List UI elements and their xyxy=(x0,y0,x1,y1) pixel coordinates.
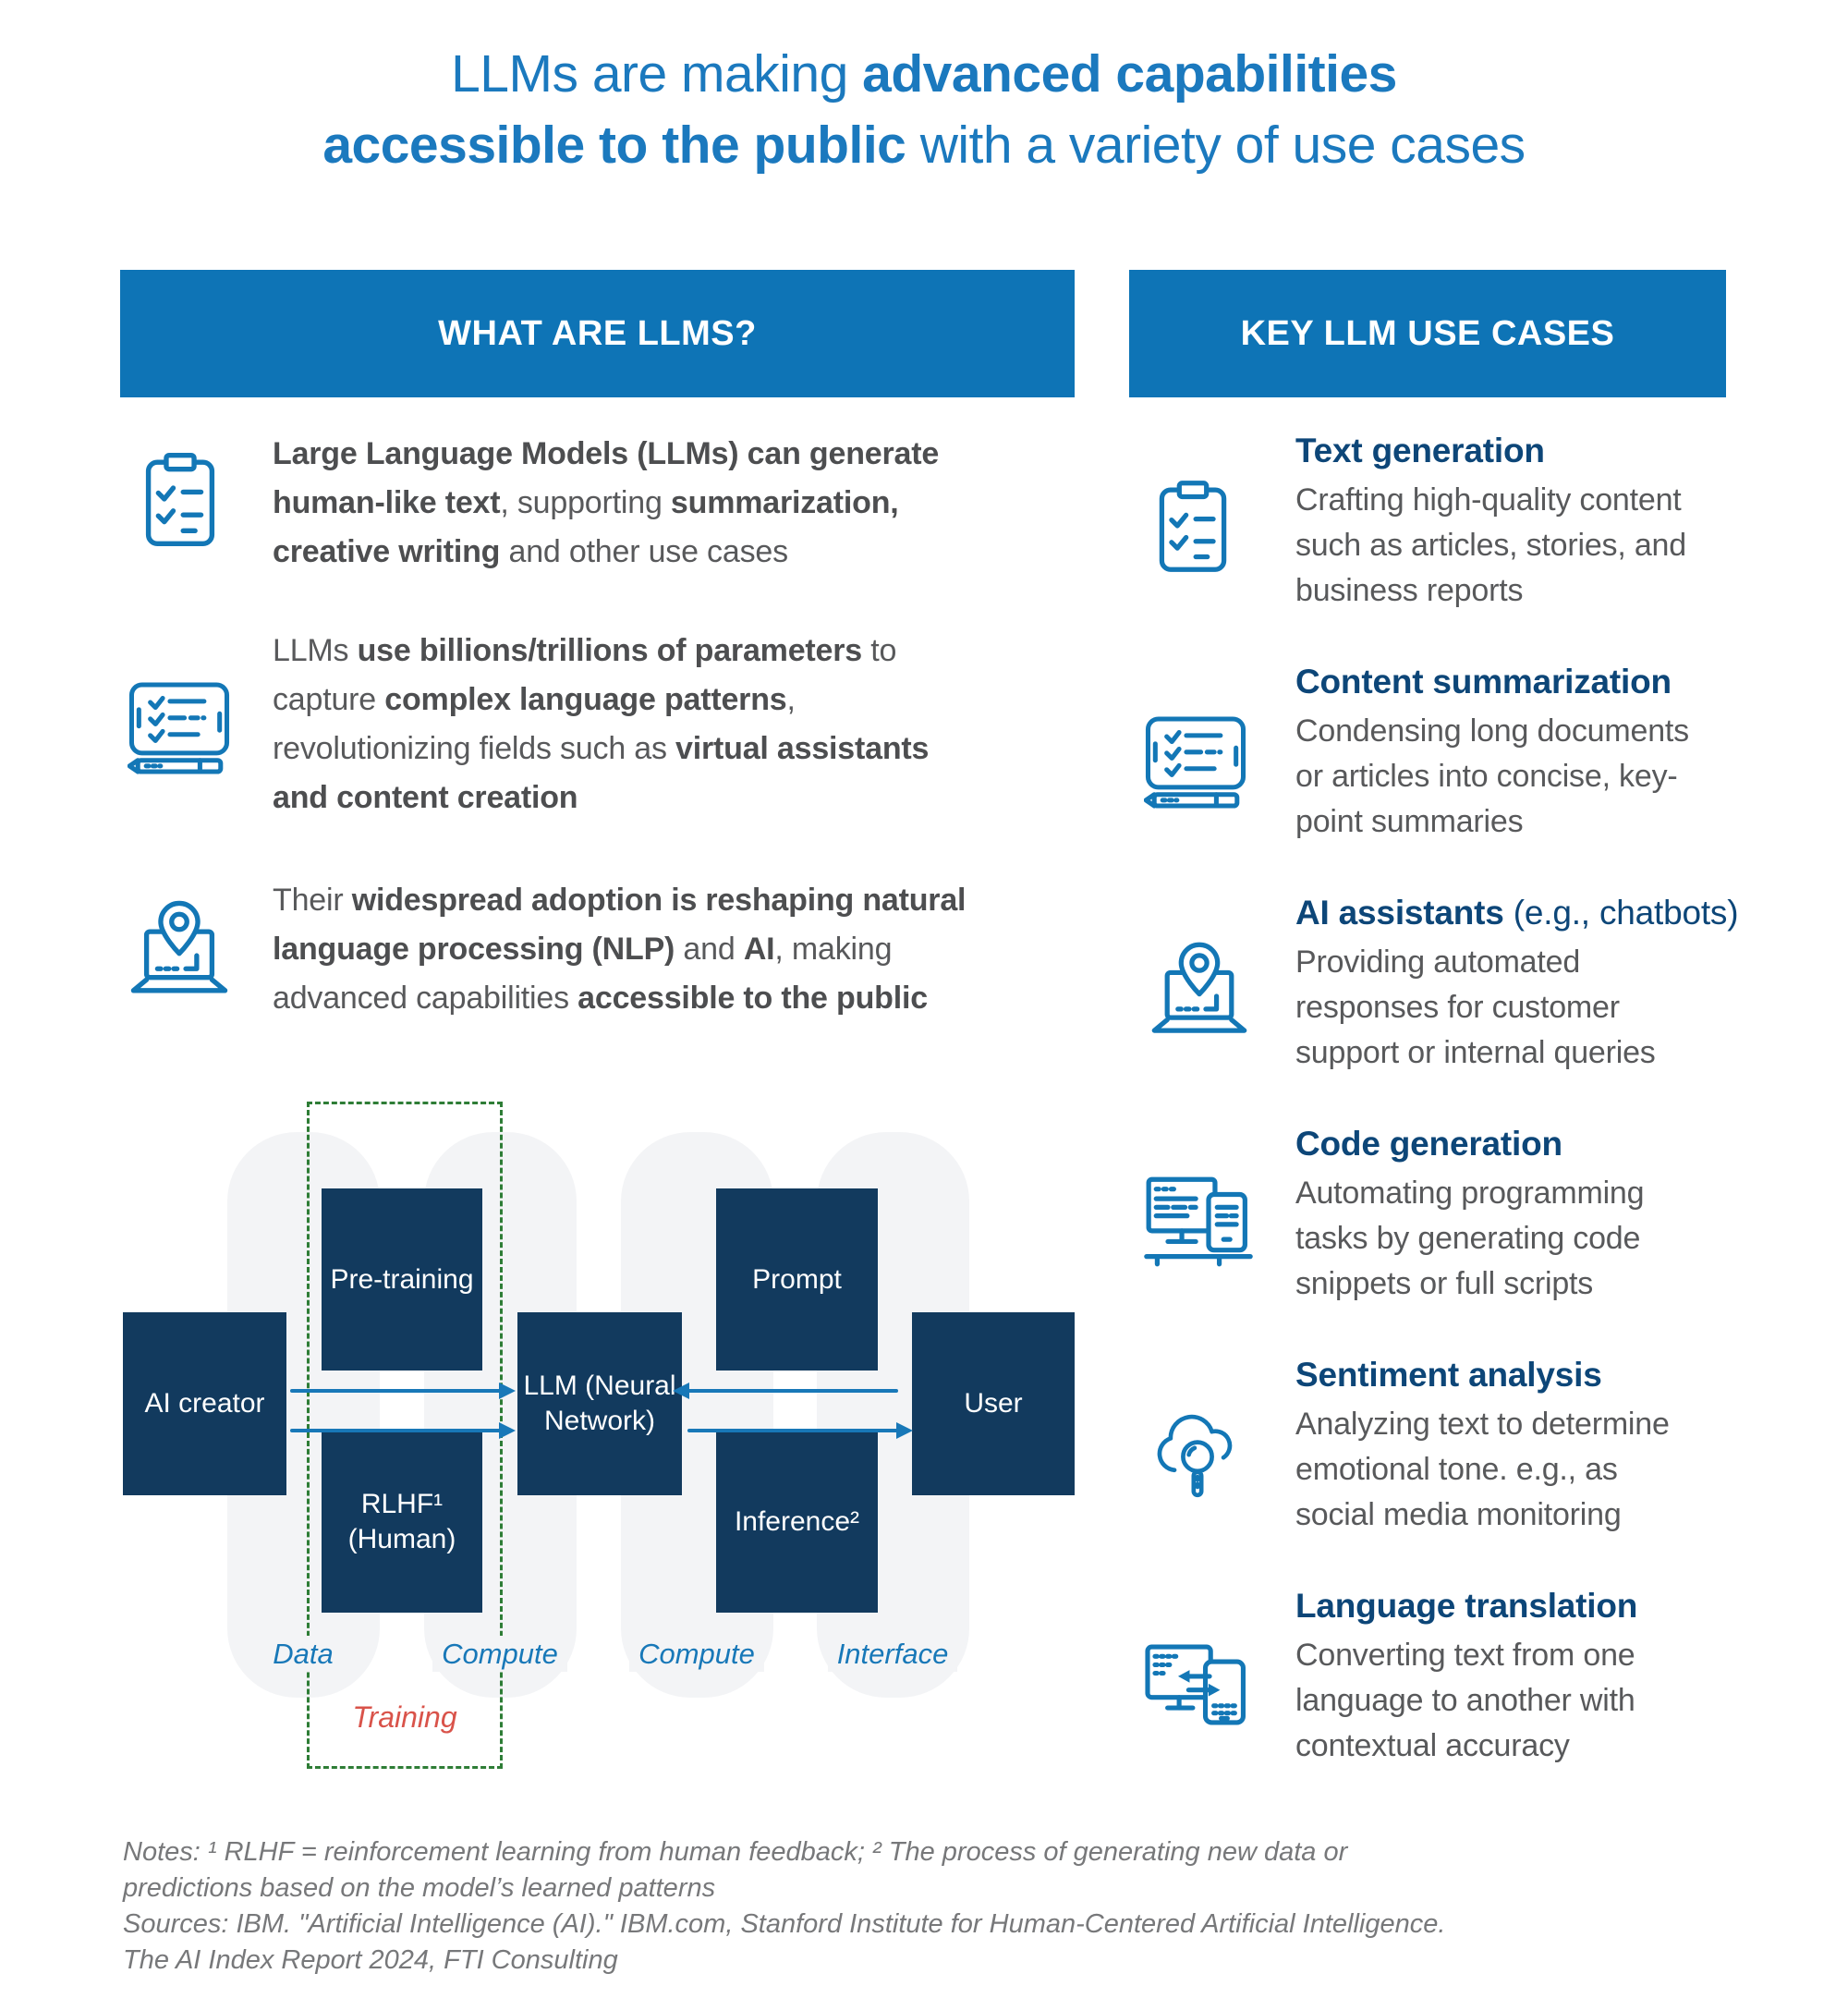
page-title: LLMs are making advanced capabilities ac… xyxy=(0,39,1848,181)
diagram-box-rlhf: RLHF¹ (Human) xyxy=(322,1431,482,1613)
arrow-ai-creator-to-llm-bottom xyxy=(290,1422,516,1439)
bullet-llm-definition: Large Language Models (LLMs) can generat… xyxy=(120,430,979,577)
lane-label-data: Data xyxy=(201,1636,405,1672)
use-case-description: Converting text from one language to ano… xyxy=(1295,1638,1635,1763)
use-case-title: Language translation xyxy=(1295,1587,1638,1625)
what-are-llms-header: WHAT ARE LLMS? xyxy=(120,270,1075,397)
use-case-title: Code generation xyxy=(1295,1125,1562,1163)
diagram-box-rlhf-label: RLHF¹ (Human) xyxy=(347,1488,456,1554)
bullet-llm-parameters-text: LLMs use billions/trillions of parameter… xyxy=(273,633,930,815)
use-case-description: Providing automated responses for custom… xyxy=(1295,944,1656,1070)
use-case-content-summarization: Content summarization Condensing long do… xyxy=(1129,661,1757,845)
use-case-title: Sentiment analysis xyxy=(1295,1356,1602,1394)
diagram-box-ai-creator-label: AI creator xyxy=(144,1388,265,1419)
use-case-title: Text generation xyxy=(1295,432,1545,469)
diagram-box-user-label: User xyxy=(964,1388,1023,1419)
arrow-user-to-llm xyxy=(673,1383,898,1399)
arrow-llm-to-user xyxy=(687,1422,913,1439)
lane-label-compute-2: Compute xyxy=(595,1636,798,1672)
clipboard-checklist-icon xyxy=(1154,478,1232,576)
use-case-title: Content summarization xyxy=(1295,663,1672,701)
use-case-code-generation: Code generation Automating programming t… xyxy=(1129,1123,1757,1307)
key-llm-use-cases-header: KEY LLM USE CASES xyxy=(1129,270,1726,397)
training-label: Training xyxy=(352,1700,457,1734)
use-case-ai-assistants: AI assistants (e.g., chatbots) Providing… xyxy=(1129,892,1757,1076)
use-case-sentiment-analysis: Sentiment analysis Analyzing text to det… xyxy=(1129,1354,1757,1538)
diagram-box-pre-training-label: Pre-training xyxy=(330,1263,474,1295)
use-case-text-generation: Text generation Crafting high-quality co… xyxy=(1129,430,1757,614)
use-case-description: Analyzing text to determine emotional to… xyxy=(1295,1407,1670,1532)
use-case-description: Condensing long documents or articles in… xyxy=(1295,713,1689,839)
diagram-box-pre-training: Pre-training xyxy=(322,1188,482,1371)
diagram-box-llm-label: LLM (Neural Network) xyxy=(523,1371,676,1436)
what-are-llms-header-label: WHAT ARE LLMS? xyxy=(438,313,757,353)
diagram-box-ai-creator: AI creator xyxy=(123,1312,286,1495)
bullet-llm-adoption-text: Their widespread adoption is reshaping n… xyxy=(273,883,967,1016)
diagram-box-inference: Inference² xyxy=(716,1431,878,1613)
page-title-line-2: accessible to the public with a variety … xyxy=(322,116,1526,175)
use-case-language-translation: Language translation Converting text fro… xyxy=(1129,1585,1757,1769)
bullet-llm-definition-text: Large Language Models (LLMs) can generat… xyxy=(273,436,940,569)
tablet-checklist-icon xyxy=(1144,714,1247,810)
key-llm-use-cases-header-label: KEY LLM USE CASES xyxy=(1240,313,1615,353)
translation-devices-icon xyxy=(1142,1639,1253,1738)
tablet-checklist-icon xyxy=(128,680,231,776)
diagram-box-llm: LLM (Neural Network) xyxy=(517,1312,682,1495)
lane-label-interface: Interface xyxy=(791,1636,994,1672)
clipboard-checklist-icon xyxy=(140,450,220,550)
diagram-box-inference-label: Inference² xyxy=(734,1505,860,1537)
arrow-ai-creator-to-llm-top xyxy=(290,1383,516,1399)
laptop-location-pin-icon xyxy=(125,896,234,1002)
bullet-llm-adoption: Their widespread adoption is reshaping n… xyxy=(120,876,979,1023)
footnotes: Notes: ¹ RLHF = reinforcement learning f… xyxy=(123,1837,1446,1975)
use-case-title: AI assistants (e.g., chatbots) xyxy=(1295,894,1739,932)
desktop-and-device-code-icon xyxy=(1142,1171,1255,1273)
use-case-description: Automating programming tasks by generati… xyxy=(1295,1176,1645,1301)
cloud-magnifier-icon xyxy=(1149,1406,1246,1498)
page-title-line-1: LLMs are making advanced capabilities xyxy=(451,44,1397,104)
use-case-description: Crafting high-quality content such as ar… xyxy=(1295,482,1686,608)
lane-label-compute-1: Compute xyxy=(398,1636,602,1672)
laptop-location-pin-icon xyxy=(1146,938,1253,1042)
diagram-box-prompt-label: Prompt xyxy=(752,1263,842,1295)
diagram-box-user: User xyxy=(912,1312,1075,1495)
bullet-llm-parameters: LLMs use billions/trillions of parameter… xyxy=(120,627,979,822)
diagram-box-prompt: Prompt xyxy=(716,1188,878,1371)
